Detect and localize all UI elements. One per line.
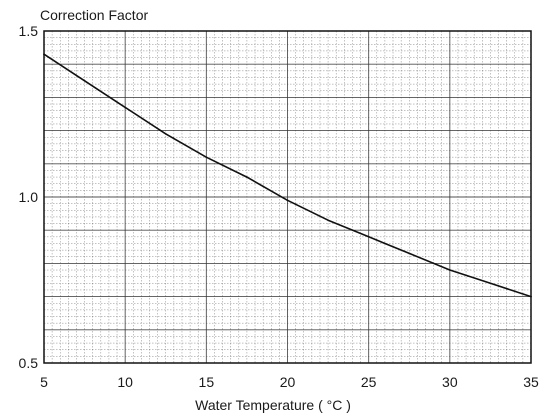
data-point [449,269,451,271]
x-tick-label: 5 [40,374,48,390]
x-tick-label: 30 [442,374,458,390]
data-point [246,176,248,178]
data-point [327,219,329,222]
data-point [367,236,370,238]
x-tick-label: 35 [523,374,539,390]
x-axis-title: Water Temperature ( °C ) [195,397,351,413]
y-tick-label: 1.0 [19,189,39,205]
data-point [530,295,532,298]
x-tick-label: 15 [199,374,215,390]
data-point [124,106,126,109]
data-point [489,282,492,285]
y-tick-label: 0.5 [19,355,39,371]
y-tick-label: 1.5 [19,23,39,39]
y-axis-ticks: 0.5 1.0 1.5 [19,23,39,371]
x-tick-label: 10 [117,374,133,390]
plot-frame [43,30,532,364]
grid [43,30,532,364]
y-axis-title: Correction Factor [40,7,148,23]
series-layer [43,53,532,298]
data-point [43,53,45,56]
data-point [205,156,208,158]
x-axis-ticks: 5 10 15 20 25 30 35 [40,374,539,390]
data-point [286,199,289,202]
data-point [164,133,167,135]
x-tick-label: 25 [361,374,377,390]
x-tick-label: 20 [280,374,296,390]
data-point [408,252,411,255]
data-point [83,80,86,82]
